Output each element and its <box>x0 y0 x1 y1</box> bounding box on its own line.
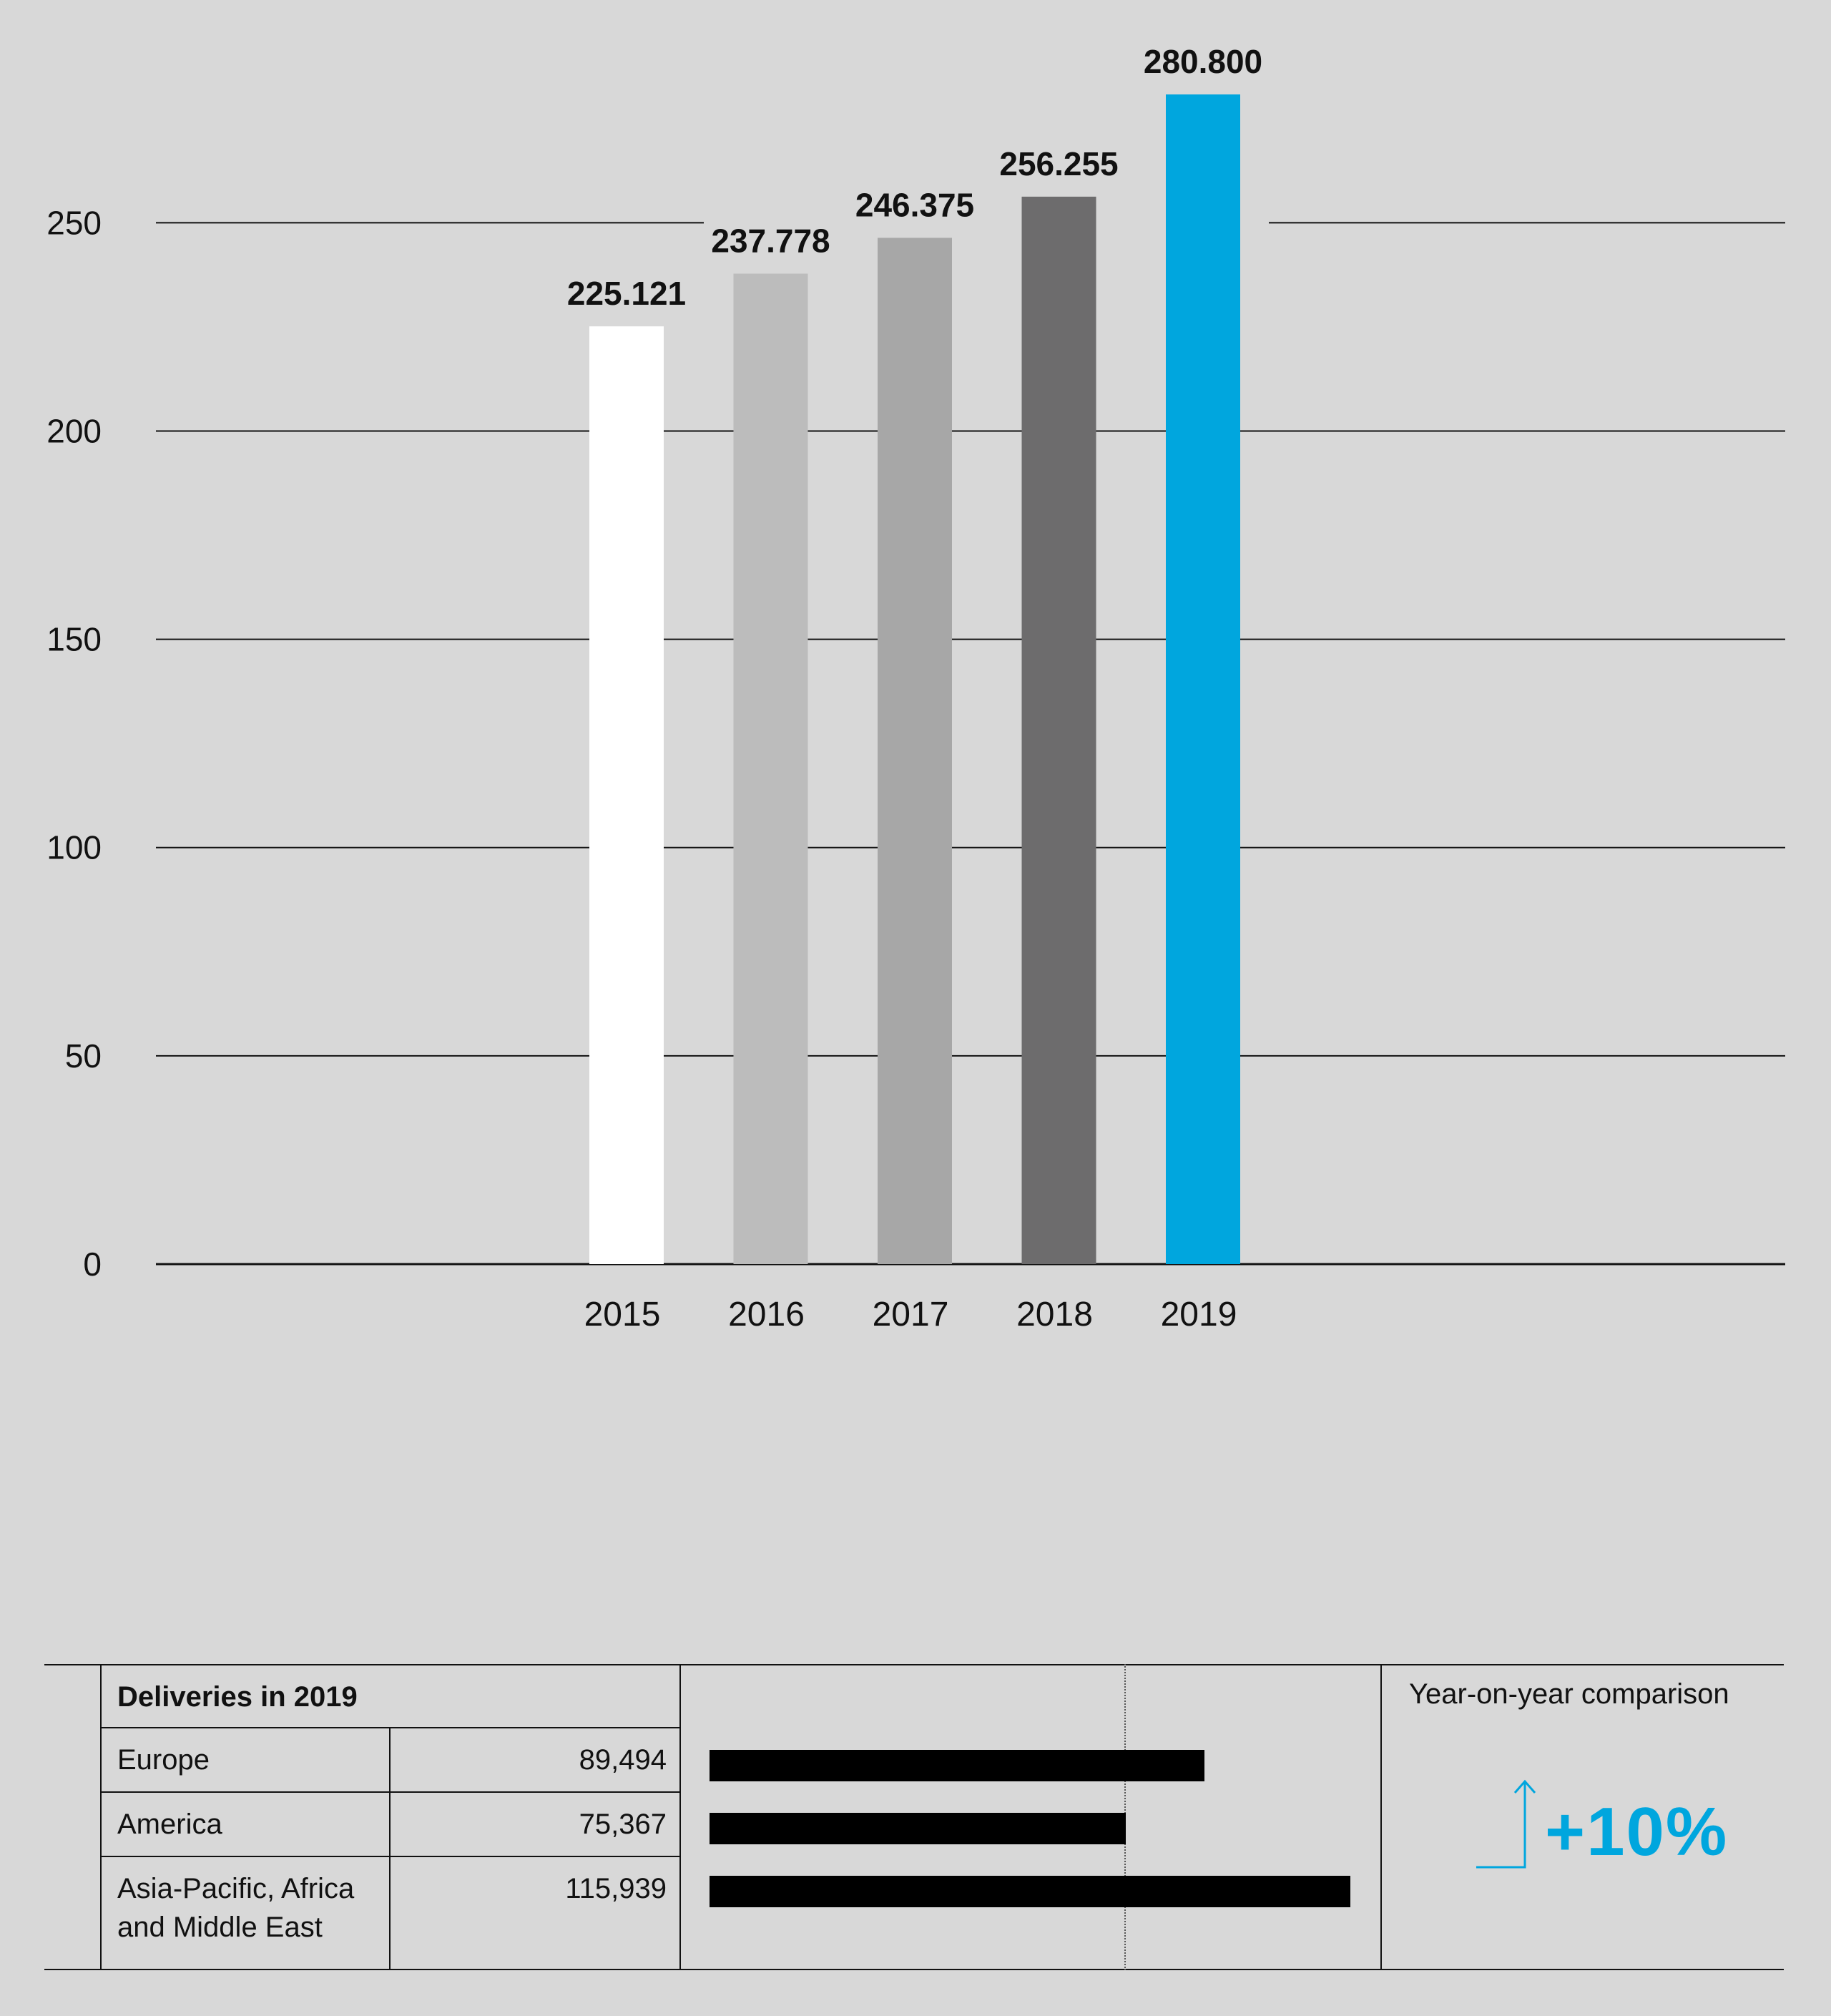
region-bar-europe <box>710 1750 1204 1781</box>
region-name-europe: Europe <box>117 1744 210 1776</box>
value-label-2015: 225.121 <box>567 275 686 312</box>
legend-divider <box>389 1727 391 1970</box>
legend-divider <box>1380 1664 1382 1970</box>
x-tick-label-2017: 2017 <box>873 1296 949 1334</box>
legend-row-rule <box>102 1856 681 1857</box>
region-value-europe: 89,494 <box>579 1744 667 1776</box>
deliveries-title: Deliveries in 2019 <box>117 1681 358 1713</box>
legend-row-rule <box>102 1727 681 1728</box>
legend-bottom-rule <box>44 1969 1784 1970</box>
bar-2017 <box>878 238 952 1264</box>
region-name-america: America <box>117 1809 222 1840</box>
region-bar-america <box>710 1813 1126 1844</box>
bar-2019 <box>1166 94 1240 1264</box>
region-name-asia-line1: Asia-Pacific, Africa <box>117 1873 355 1904</box>
legend-top-rule <box>44 1664 1784 1665</box>
y-tick-label: 200 <box>46 412 102 449</box>
x-tick-label-2015: 2015 <box>584 1296 661 1334</box>
up-arrow-icon <box>1476 1779 1536 1869</box>
region-name-asia-line2: and Middle East <box>117 1912 323 1943</box>
x-tick-label-2019: 2019 <box>1161 1296 1237 1334</box>
region-bar-asia <box>710 1876 1350 1907</box>
yoy-label: Year-on-year comparison <box>1409 1678 1729 1710</box>
bar-chart: 0 50 100 150 200 250 225.121 2015 237.778 2016 246… <box>46 43 1785 1334</box>
value-label-2018: 256.255 <box>999 145 1118 182</box>
value-label-2019: 280.800 <box>1144 43 1262 80</box>
gridline-gap <box>704 220 1269 226</box>
legend-divider <box>100 1664 102 1970</box>
legend-divider <box>679 1664 681 1970</box>
y-tick-label: 0 <box>83 1246 102 1283</box>
legend-row-rule <box>102 1791 681 1793</box>
bar-2016 <box>733 273 808 1264</box>
y-tick-label: 50 <box>65 1037 102 1075</box>
bar-2015 <box>589 326 664 1264</box>
x-tick-label-2018: 2018 <box>1016 1296 1093 1334</box>
value-label-2016: 237.778 <box>711 222 830 260</box>
y-tick-label: 250 <box>46 204 102 241</box>
deliveries-legend: Deliveries in 2019 Europe 89,494 America… <box>44 1664 1784 1970</box>
y-tick-label: 150 <box>46 621 102 658</box>
x-tick-label-2016: 2016 <box>728 1296 805 1334</box>
region-value-asia: 115,939 <box>565 1873 667 1904</box>
value-label-2017: 246.375 <box>855 186 974 223</box>
y-tick-label: 100 <box>46 829 102 866</box>
bar-2018 <box>1021 196 1096 1264</box>
yoy-value: +10% <box>1545 1794 1729 1870</box>
region-value-america: 75,367 <box>579 1809 667 1840</box>
